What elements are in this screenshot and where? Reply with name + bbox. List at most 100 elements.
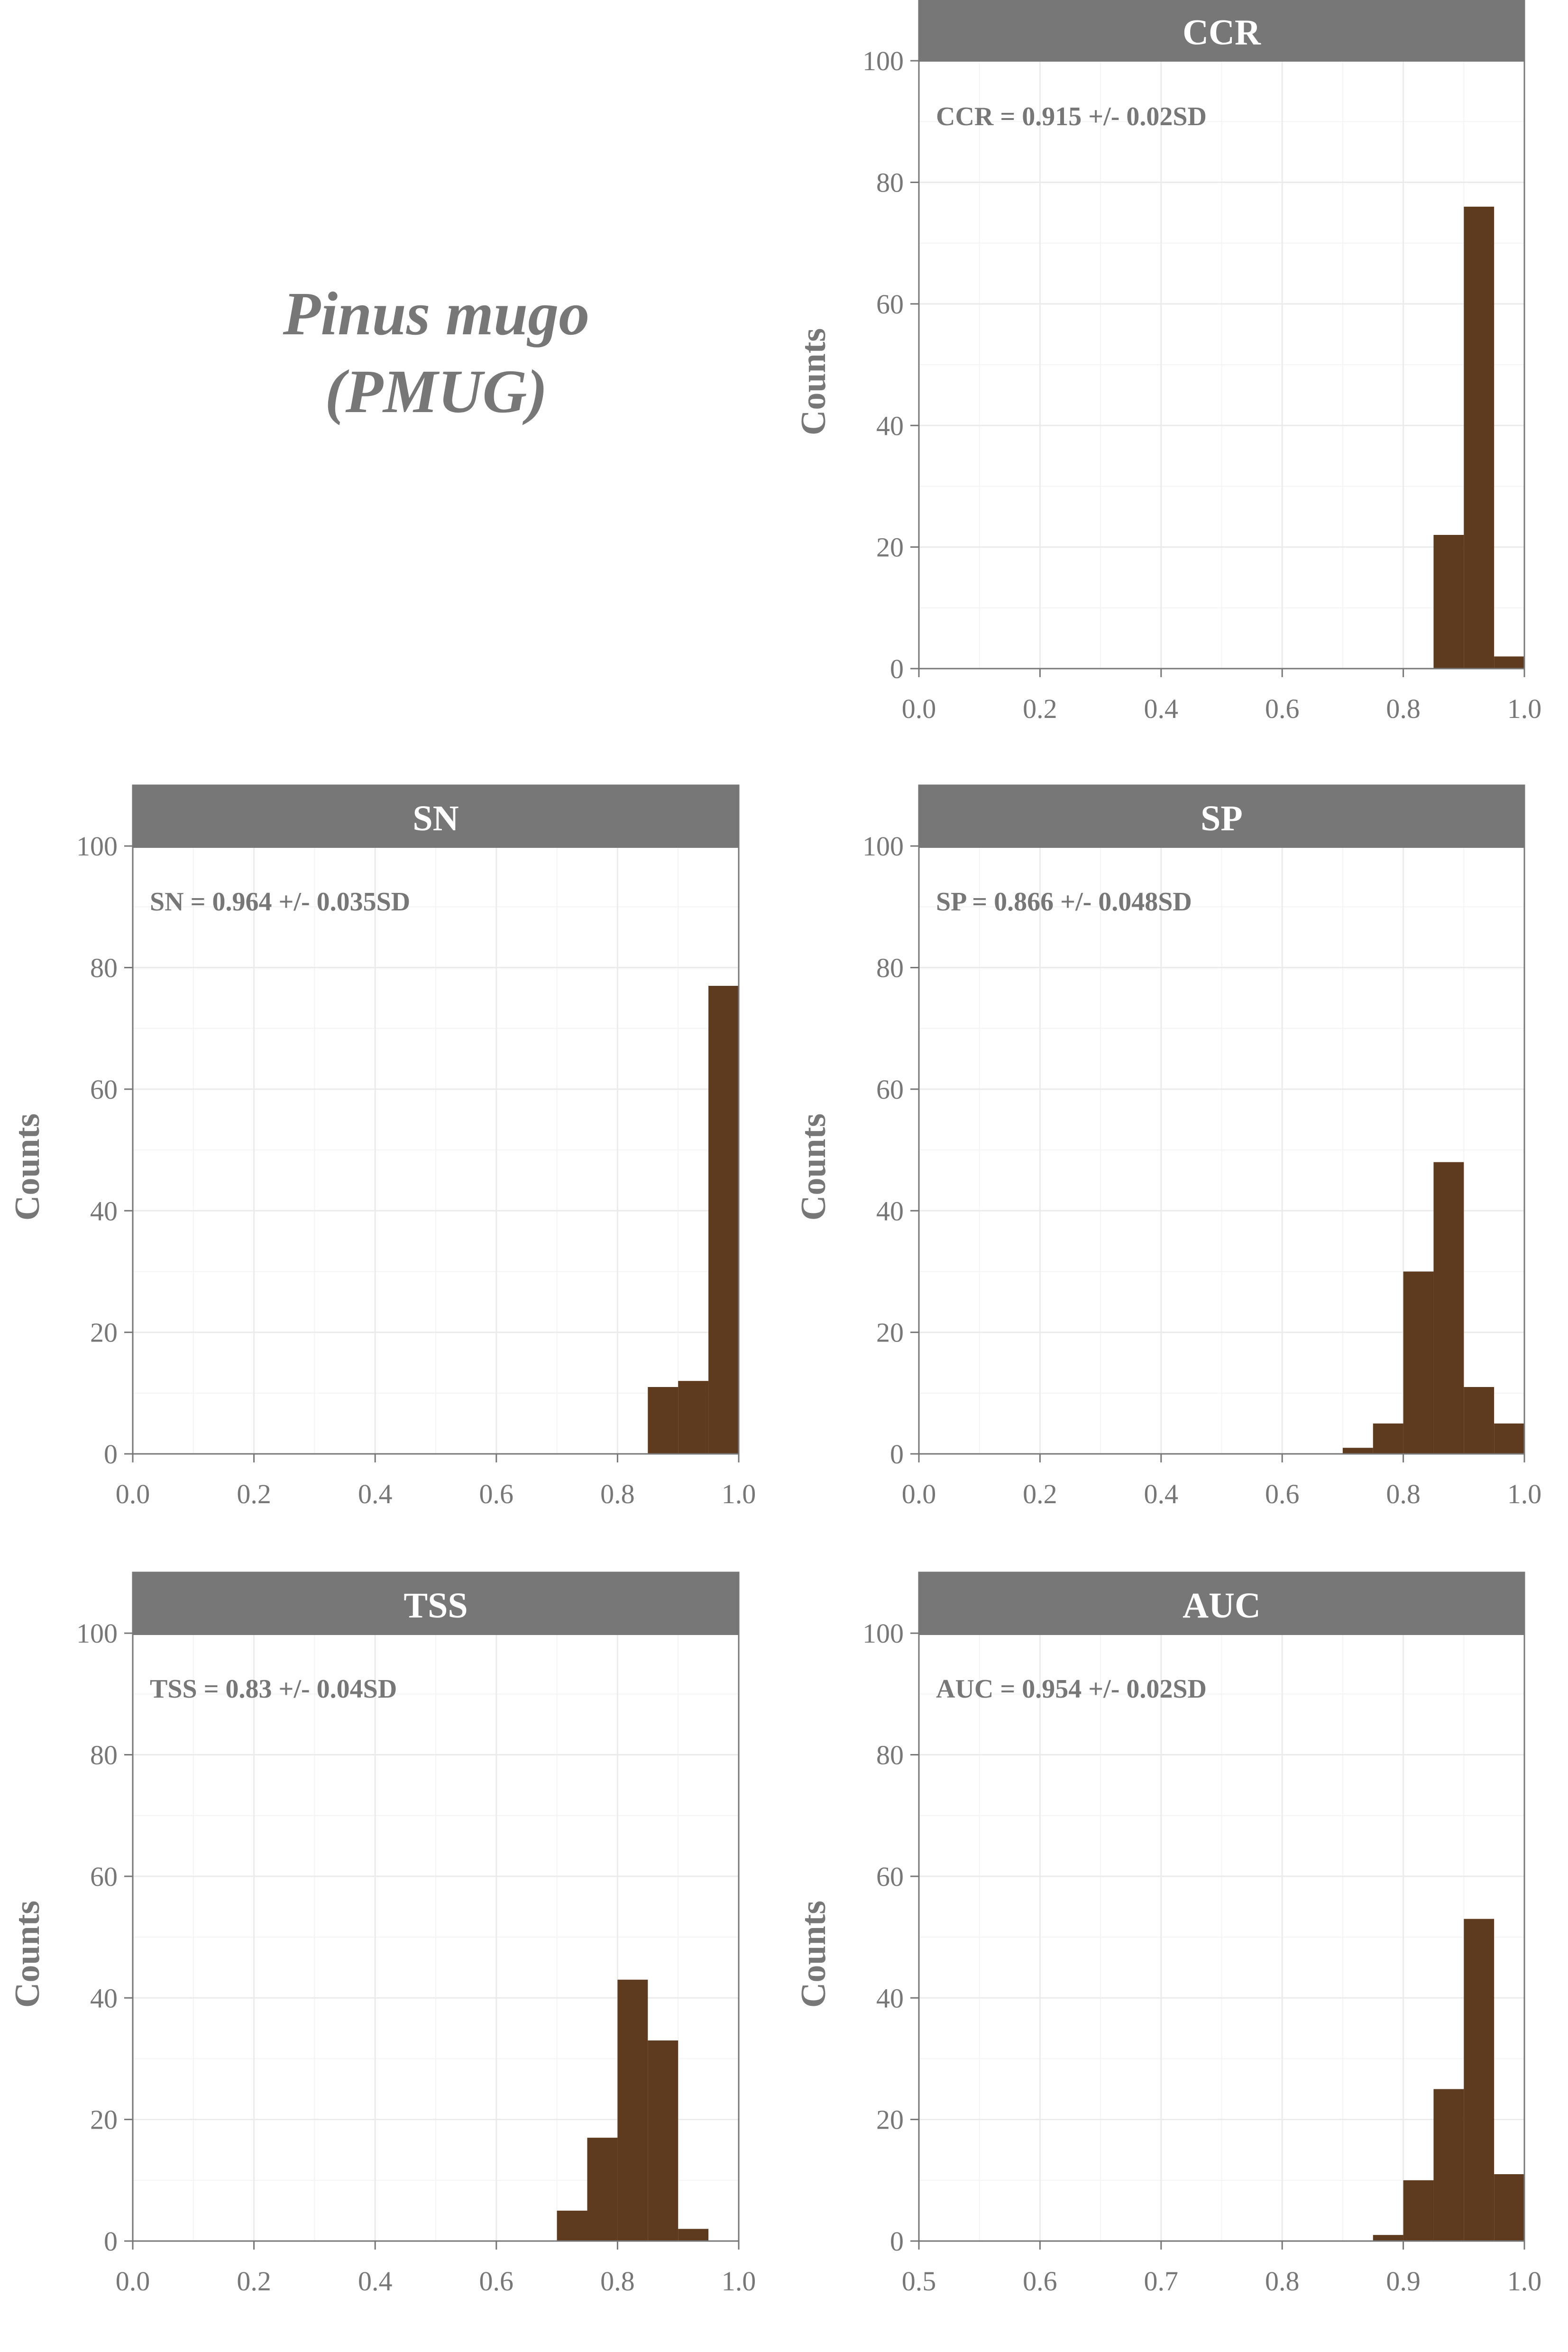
strip-header (918, 1572, 1525, 1635)
histogram-bar (1494, 2174, 1524, 2241)
figure-title: Pinus mugo (PMUG) (142, 275, 730, 431)
y-tick-label: 60 (876, 1861, 904, 1892)
histogram-bar (1494, 656, 1524, 669)
strip-label: AUC (1183, 1586, 1261, 1626)
x-tick-label: 1.0 (1507, 1479, 1542, 1509)
x-tick-label: 0.8 (1265, 2266, 1300, 2297)
strip-header (918, 0, 1525, 62)
x-tick-label: 0.6 (479, 1479, 514, 1509)
x-tick-label: 1.0 (1507, 2266, 1542, 2297)
histogram-bar (1433, 2089, 1464, 2241)
y-tick-label: 100 (76, 831, 118, 862)
strip-label: SN (413, 799, 458, 838)
figure-title-line-2: (PMUG) (325, 358, 548, 426)
y-tick-label: 80 (876, 1740, 904, 1771)
y-tick-label: 40 (90, 1983, 118, 2013)
histogram-bar (1403, 1271, 1434, 1454)
y-tick-label: 100 (862, 1618, 904, 1649)
x-tick-label: 0.0 (116, 1479, 150, 1509)
x-tick-label: 0.7 (1144, 2266, 1179, 2297)
x-tick-label: 0.4 (358, 1479, 393, 1509)
stat-annotation: TSS = 0.83 +/- 0.04SD (150, 1674, 397, 1704)
x-tick-label: 0.4 (358, 2266, 393, 2297)
x-tick-label: 0.8 (1386, 1479, 1421, 1509)
x-tick-label: 0.4 (1144, 693, 1179, 724)
y-tick-label: 20 (90, 1317, 118, 1348)
y-tick-label: 0 (890, 2226, 904, 2257)
strip-label: TSS (403, 1586, 468, 1626)
histogram-bar (1403, 2180, 1434, 2241)
histogram-bar (1373, 2235, 1403, 2241)
y-axis-title: Counts (8, 1901, 47, 2008)
x-tick-label: 1.0 (722, 1479, 756, 1509)
strip-header (918, 785, 1525, 848)
x-tick-label: 0.6 (1265, 1479, 1300, 1509)
y-tick-label: 20 (876, 532, 904, 563)
y-tick-label: 60 (90, 1074, 118, 1105)
histogram-bar (1373, 1423, 1403, 1454)
y-tick-label: 0 (890, 1439, 904, 1470)
histogram-bar (1342, 1448, 1373, 1454)
y-tick-label: 0 (890, 653, 904, 684)
x-tick-label: 0.8 (600, 2266, 635, 2297)
histogram-bar (557, 2210, 587, 2241)
x-tick-label: 0.6 (1265, 693, 1300, 724)
stat-annotation: SP = 0.866 +/- 0.048SD (936, 887, 1192, 917)
y-tick-label: 0 (104, 2226, 118, 2257)
y-tick-label: 20 (90, 2104, 118, 2135)
y-tick-label: 20 (876, 1317, 904, 1348)
y-tick-label: 80 (90, 1740, 118, 1771)
y-tick-label: 60 (876, 289, 904, 320)
x-tick-label: 1.0 (722, 2266, 756, 2297)
histogram-bar (1464, 1387, 1495, 1454)
y-tick-label: 40 (90, 1195, 118, 1226)
x-tick-label: 0.9 (1386, 2266, 1421, 2297)
y-tick-label: 80 (876, 953, 904, 983)
histogram-bar (1464, 206, 1495, 669)
x-tick-label: 1.0 (1507, 693, 1542, 724)
y-tick-label: 40 (876, 410, 904, 441)
panel-auc: AUC AUC = 0.954 +/- 0.02SD 0 20 40 60 80 100 0.5… (794, 1571, 1542, 2297)
strip-label: SP (1201, 799, 1243, 838)
y-axis-title: Counts (8, 1113, 47, 1221)
histogram-bar (1433, 535, 1464, 669)
histogram-bar (648, 2040, 679, 2241)
x-tick-label: 0.0 (116, 2266, 150, 2297)
histogram-bar (587, 2138, 618, 2241)
y-tick-label: 100 (862, 831, 904, 862)
panel-ccr: CCR CCR = 0.915 +/- 0.02SD 0 20 40 60 80 100 0.0… (794, 0, 1541, 724)
histogram-bar (1433, 1162, 1464, 1454)
x-tick-label: 0.8 (600, 1479, 635, 1509)
x-tick-label: 0.6 (479, 2266, 514, 2297)
y-tick-label: 40 (876, 1983, 904, 2013)
panel-border (918, 0, 1525, 670)
x-tick-label: 0.4 (1144, 1479, 1179, 1509)
x-tick-label: 0.2 (237, 1479, 271, 1509)
x-tick-label: 0.8 (1386, 693, 1421, 724)
histogram-bar (648, 1387, 679, 1454)
y-tick-label: 100 (862, 46, 904, 76)
y-tick-label: 0 (104, 1439, 118, 1470)
strip-label: CCR (1183, 13, 1261, 53)
x-tick-label: 0.5 (902, 2266, 936, 2297)
y-axis-title: Counts (794, 1901, 833, 2008)
x-tick-label: 0.2 (1023, 1479, 1057, 1509)
stat-annotation: SN = 0.964 +/- 0.035SD (150, 887, 410, 917)
y-tick-label: 40 (876, 1195, 904, 1226)
histogram-bar (1464, 1919, 1495, 2241)
y-axis-title: Counts (794, 1113, 833, 1221)
stat-annotation: CCR = 0.915 +/- 0.02SD (936, 102, 1207, 131)
y-tick-label: 20 (876, 2104, 904, 2135)
panel-sp: SP SP = 0.866 +/- 0.048SD 0 20 40 60 80 100 0.0 0… (794, 784, 1542, 1509)
y-axis-title: Counts (794, 328, 833, 435)
y-tick-label: 60 (876, 1074, 904, 1105)
histogram-bar (617, 1979, 648, 2241)
y-tick-label: 100 (76, 1618, 118, 1649)
panel-tss: TSS TSS = 0.83 +/- 0.04SD 0 20 40 60 80 100 0.0 0… (8, 1571, 756, 2297)
panel-sn: SN SN = 0.964 +/- 0.035SD 0 20 40 60 80 100 0.0 0… (8, 784, 756, 1509)
x-tick-label: 0.0 (902, 693, 936, 724)
x-tick-label: 0.6 (1023, 2266, 1057, 2297)
x-tick-label: 0.2 (237, 2266, 271, 2297)
